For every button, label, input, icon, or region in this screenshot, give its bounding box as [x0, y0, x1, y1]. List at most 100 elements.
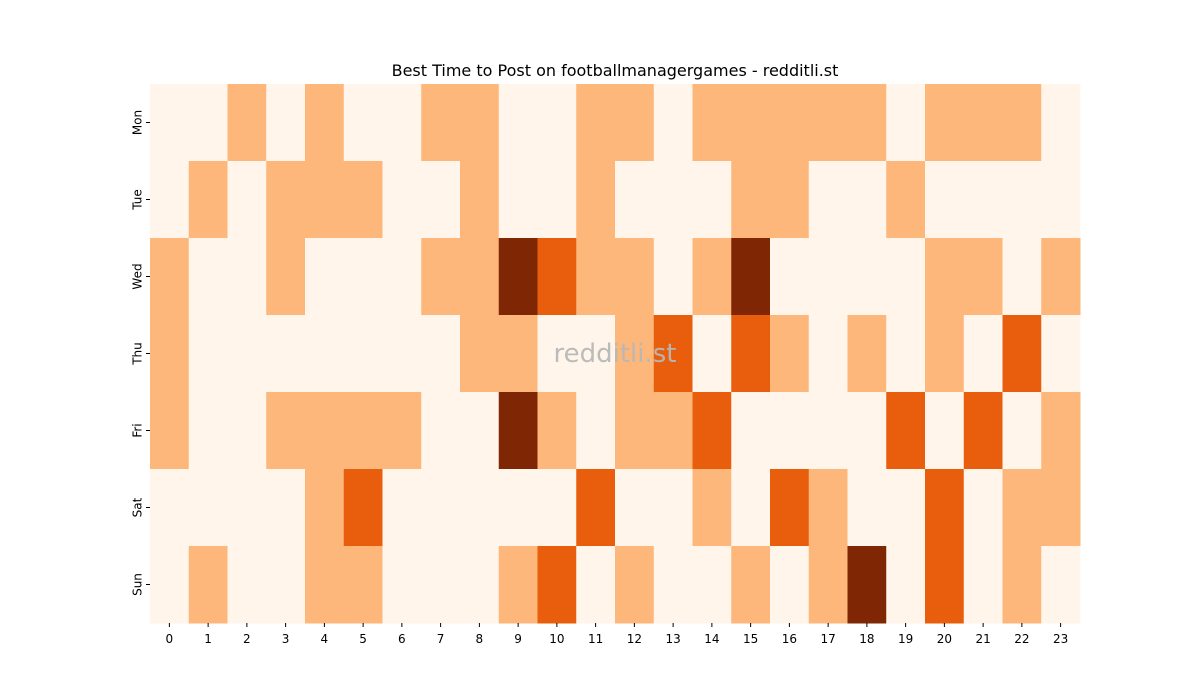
heatmap-cell-sun-19 — [886, 546, 926, 624]
heatmap-cell-fri-1 — [188, 392, 228, 470]
x-tick-label: 18 — [859, 632, 874, 646]
heatmap-cell-sun-16 — [770, 546, 810, 624]
heatmap-cell-tue-23 — [1041, 161, 1081, 239]
heatmap-cell-sun-22 — [1002, 546, 1042, 624]
x-tick-label: 0 — [166, 632, 174, 646]
heatmap-cell-sun-7 — [421, 546, 461, 624]
heatmap-cell-wed-20 — [925, 238, 965, 316]
heatmap-cell-thu-15 — [731, 315, 771, 393]
heatmap-cell-tue-8 — [460, 161, 500, 239]
heatmap-cell-tue-15 — [731, 161, 771, 239]
heatmap-cell-mon-20 — [925, 84, 965, 162]
heatmap-cell-wed-4 — [305, 238, 345, 316]
heatmap-cell-sat-20 — [925, 469, 965, 547]
x-tick-label: 16 — [782, 632, 797, 646]
heatmap-cell-mon-17 — [808, 84, 848, 162]
heatmap-cell-mon-4 — [305, 84, 345, 162]
heatmap-cell-sun-3 — [266, 546, 306, 624]
watermark: redditli.st — [554, 339, 677, 369]
heatmap-cell-thu-18 — [847, 315, 887, 393]
x-tick-label: 21 — [975, 632, 990, 646]
heatmap-cell-tue-22 — [1002, 161, 1042, 239]
heatmap-cell-sun-21 — [963, 546, 1003, 624]
heatmap-cell-sun-11 — [576, 546, 616, 624]
x-tick-label: 10 — [549, 632, 564, 646]
heatmap-cell-sat-23 — [1041, 469, 1081, 547]
heatmap-cell-sat-17 — [808, 469, 848, 547]
heatmap-cell-wed-3 — [266, 238, 306, 316]
heatmap-cell-fri-3 — [266, 392, 306, 470]
heatmap-cell-fri-23 — [1041, 392, 1081, 470]
heatmap-cell-mon-13 — [653, 84, 693, 162]
y-tick-label: Sun — [131, 573, 145, 596]
heatmap-cell-sun-12 — [615, 546, 655, 624]
heatmap-cell-tue-16 — [770, 161, 810, 239]
heatmap-cell-fri-7 — [421, 392, 461, 470]
y-tick-label: Tue — [131, 189, 145, 211]
heatmap-cell-thu-16 — [770, 315, 810, 393]
heatmap-cell-sat-7 — [421, 469, 461, 547]
heatmap-cell-sat-9 — [498, 469, 538, 547]
heatmap-cell-wed-10 — [537, 238, 577, 316]
heatmap-cell-sun-14 — [692, 546, 732, 624]
heatmap-cell-sun-1 — [188, 546, 228, 624]
heatmap-cell-fri-10 — [537, 392, 577, 470]
heatmap-cell-fri-22 — [1002, 392, 1042, 470]
heatmap-cell-fri-19 — [886, 392, 926, 470]
x-tick-label: 22 — [1014, 632, 1029, 646]
heatmap-cell-tue-20 — [925, 161, 965, 239]
heatmap-cell-fri-15 — [731, 392, 771, 470]
heatmap-cell-wed-19 — [886, 238, 926, 316]
heatmap-cell-mon-5 — [343, 84, 383, 162]
heatmap-cell-mon-21 — [963, 84, 1003, 162]
heatmap-cell-tue-3 — [266, 161, 306, 239]
heatmap-cell-thu-12 — [615, 315, 655, 393]
heatmap-cell-mon-2 — [227, 84, 267, 162]
x-tick-label: 8 — [476, 632, 484, 646]
heatmap-cell-fri-5 — [343, 392, 383, 470]
heatmap-cell-sat-19 — [886, 469, 926, 547]
heatmap-cell-mon-19 — [886, 84, 926, 162]
heatmap-cell-wed-1 — [188, 238, 228, 316]
heatmap-cell-wed-8 — [460, 238, 500, 316]
heatmap-cell-tue-10 — [537, 161, 577, 239]
heatmap-cell-thu-0 — [150, 315, 190, 393]
heatmap-cell-sun-9 — [498, 546, 538, 624]
heatmap-cell-sat-3 — [266, 469, 306, 547]
heatmap-cell-thu-1 — [188, 315, 228, 393]
x-tick-label: 9 — [514, 632, 522, 646]
heatmap-cell-sun-4 — [305, 546, 345, 624]
heatmap-cell-tue-11 — [576, 161, 616, 239]
x-tick-label: 1 — [204, 632, 212, 646]
heatmap-cell-mon-23 — [1041, 84, 1081, 162]
x-tick-label: 7 — [437, 632, 445, 646]
heatmap-cell-sun-0 — [150, 546, 190, 624]
heatmap-cell-wed-14 — [692, 238, 732, 316]
heatmap-cell-thu-19 — [886, 315, 926, 393]
heatmap-cell-tue-4 — [305, 161, 345, 239]
x-tick-label: 4 — [321, 632, 329, 646]
heatmap-cell-mon-9 — [498, 84, 538, 162]
heatmap-cell-tue-9 — [498, 161, 538, 239]
heatmap-cell-fri-21 — [963, 392, 1003, 470]
x-tick-label: 15 — [743, 632, 758, 646]
heatmap-cell-sat-0 — [150, 469, 190, 547]
heatmap-cell-wed-21 — [963, 238, 1003, 316]
heatmap-cell-mon-22 — [1002, 84, 1042, 162]
x-tick-label: 17 — [820, 632, 835, 646]
heatmap-cell-fri-20 — [925, 392, 965, 470]
chart-title: Best Time to Post on footballmanagergame… — [392, 61, 839, 80]
heatmap-cell-sat-5 — [343, 469, 383, 547]
heatmap-cell-tue-0 — [150, 161, 190, 239]
heatmap-cell-sat-22 — [1002, 469, 1042, 547]
heatmap-cell-thu-4 — [305, 315, 345, 393]
heatmap-cell-thu-11 — [576, 315, 616, 393]
heatmap-cell-thu-3 — [266, 315, 306, 393]
heatmap-cell-fri-18 — [847, 392, 887, 470]
x-tick-label: 19 — [898, 632, 913, 646]
heatmap-cell-wed-0 — [150, 238, 190, 316]
heatmap-cell-thu-21 — [963, 315, 1003, 393]
heatmap-cell-fri-8 — [460, 392, 500, 470]
heatmap-cell-wed-12 — [615, 238, 655, 316]
